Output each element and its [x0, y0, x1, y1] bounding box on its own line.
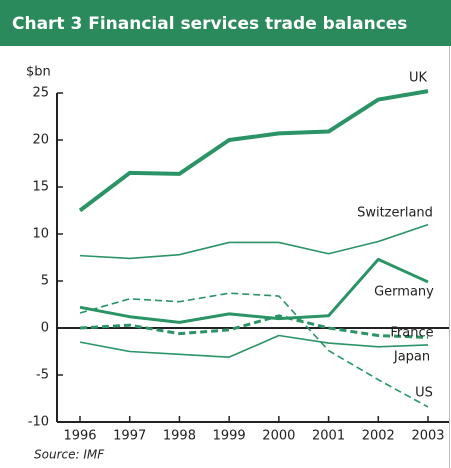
y-tick-label: 10 [32, 227, 49, 242]
x-tick-label: 2000 [262, 429, 295, 444]
x-tick-label: 2002 [362, 429, 395, 444]
series-line [79, 292, 429, 408]
y-tick-label: 0 [41, 321, 49, 336]
x-tick-label: 1996 [63, 429, 96, 444]
series-label: Germany [374, 285, 434, 300]
y-tick-label: 15 [32, 180, 49, 195]
x-tick-label: 1998 [163, 429, 196, 444]
y-tick-label: 20 [32, 133, 49, 148]
series-line [78, 89, 429, 213]
x-tick-label: 2003 [411, 429, 444, 444]
series-label: UK [409, 71, 428, 86]
series-line [79, 257, 429, 324]
chart-title: Chart 3 Financial services trade balance… [12, 14, 407, 34]
series-line [79, 223, 429, 260]
y-tick-label: 5 [41, 274, 49, 289]
x-tick-label: 1997 [113, 429, 146, 444]
x-tick-label: 1999 [213, 429, 246, 444]
series-line [79, 314, 429, 339]
title-banner [0, 0, 451, 46]
series-line [79, 334, 429, 358]
y-tick-label: -5 [36, 368, 49, 383]
y-tick-label: -10 [28, 415, 49, 430]
y-unit: $bn [26, 65, 51, 80]
series-label: Japan [393, 350, 430, 365]
series-label: US [415, 386, 433, 401]
series-label: Switzerland [357, 206, 433, 221]
source: Source: IMF [34, 448, 105, 462]
series-label: France [390, 326, 433, 341]
y-tick-label: 25 [32, 86, 49, 101]
x-tick-label: 2001 [312, 429, 345, 444]
